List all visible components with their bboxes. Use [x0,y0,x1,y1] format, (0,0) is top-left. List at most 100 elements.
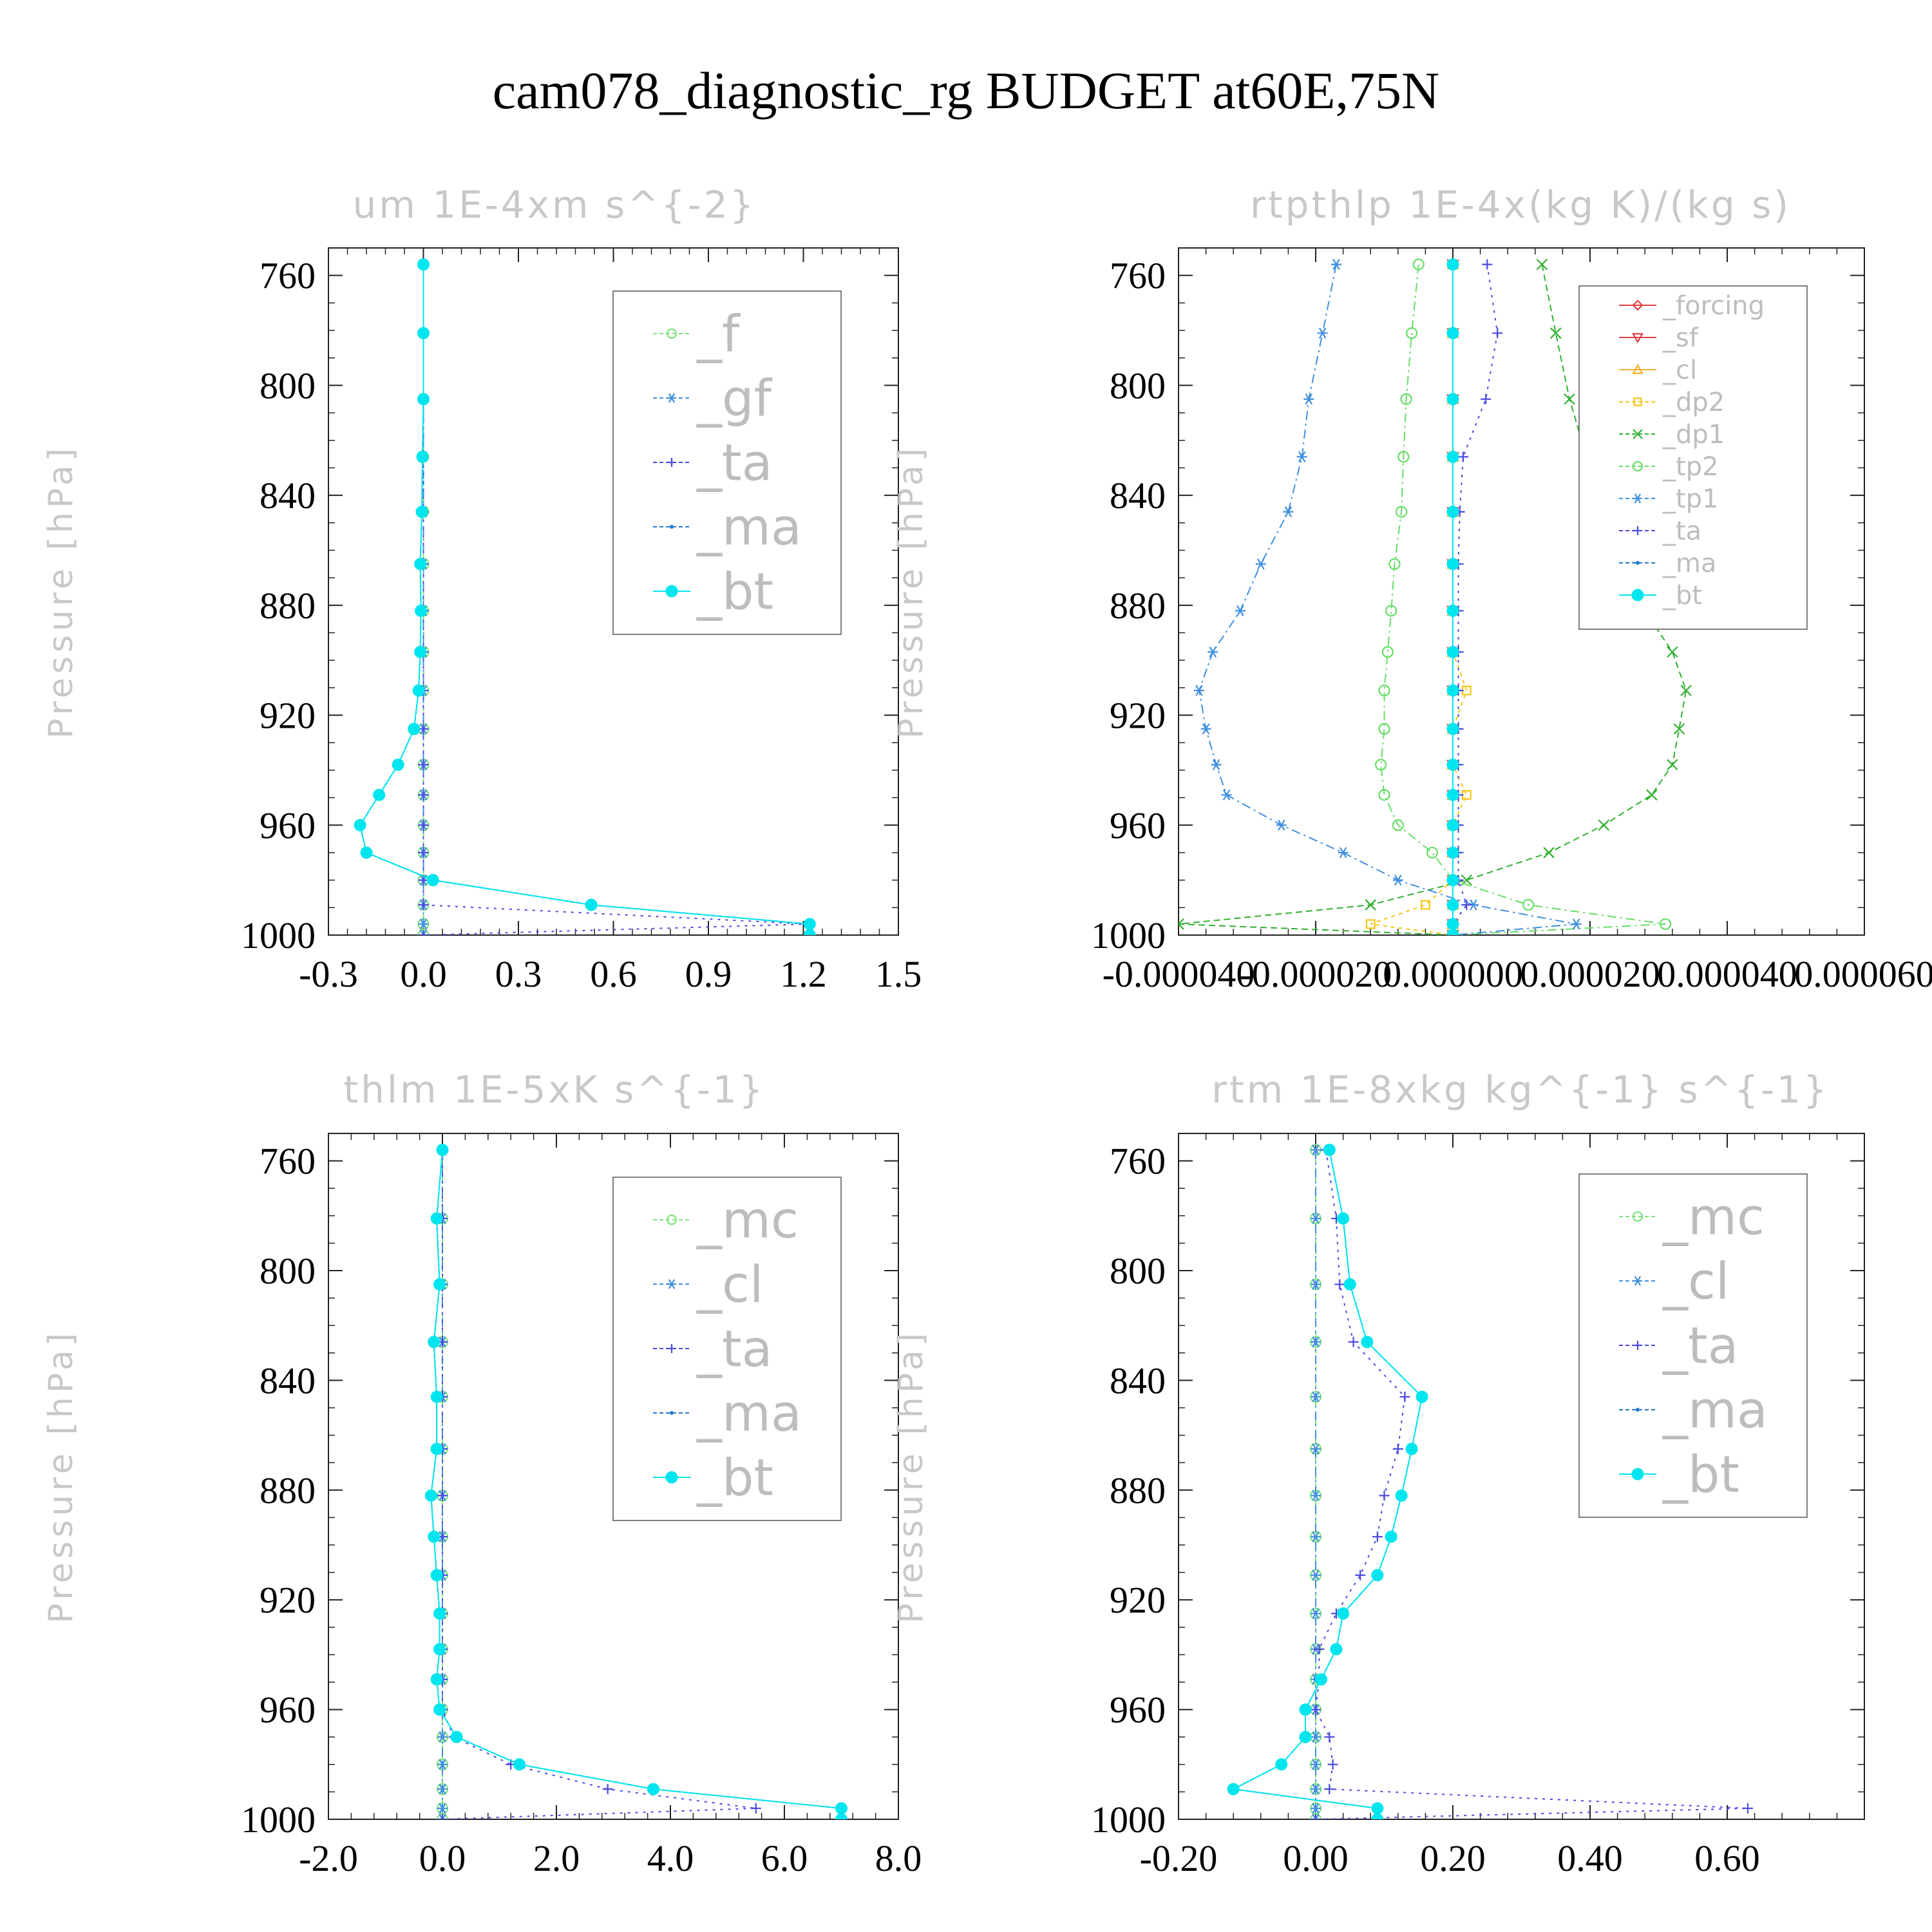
data-point [430,1569,443,1582]
legend-marker [1633,526,1642,535]
data-point [415,604,428,617]
legend-marker [667,393,676,403]
data-point [750,1803,761,1814]
legend-label: _ma [1662,1381,1768,1439]
data-point [418,790,429,800]
series-line [1452,264,1499,935]
x-tick-label: 0.9 [685,953,732,995]
data-point [418,900,429,911]
legend-item: _cl [1619,355,1697,385]
data-point [1392,819,1404,831]
legend-item: _bt [653,563,773,621]
legend-item: _ma [1619,549,1716,578]
data-point [430,1390,443,1403]
legend-label: _cl [1662,1253,1730,1311]
data-point [430,1212,443,1225]
x-tick-label: -0.3 [299,953,358,995]
x-tick-label: 0.0 [419,1837,466,1879]
legend-marker [1636,561,1640,565]
data-point [412,684,425,697]
data-point [1337,1212,1350,1225]
legend-label: _mc [696,1191,799,1249]
legend-label: _ma [696,498,802,556]
plot-frame [1178,247,1865,936]
data-point [513,1758,526,1771]
y-axis-title: Pressure [hPa] [42,1329,80,1624]
x-tick-label: 6.0 [761,1837,808,1879]
legend-label: _dp2 [1662,388,1725,417]
panel-title-rtm: rtm 1E-8xkg kg^{-1} s^{-1} [1211,1068,1830,1112]
y-tick-label: 880 [260,1470,316,1511]
legend-label: _mc [1662,1188,1765,1246]
data-point [647,1783,659,1795]
series-line [1231,1150,1423,1819]
data-point [437,1803,448,1814]
data-point [1348,1336,1359,1347]
data-point [1400,393,1412,405]
data-point [1667,759,1678,771]
data-point [414,558,427,571]
legend-marker [1632,460,1643,472]
data-point [1673,723,1685,735]
data-point [1331,259,1341,270]
data-point [1311,1607,1321,1620]
legend-label: _bt [1662,1446,1739,1504]
data-point [1446,758,1459,771]
data-point [1378,723,1390,735]
y-tick-label: 960 [260,804,316,846]
data-point [1365,899,1376,911]
legend-marker [1631,1468,1644,1481]
data-point [1327,1759,1338,1770]
data-point [1482,259,1493,270]
plot-area [1227,1144,1753,1819]
legend-marker [665,1471,678,1484]
panel-rtpthlp: rtpthlp 1E-4x(kg K)/(kg s) Pressure [hPa… [892,183,1932,995]
x-tick-label: 0.000000 [1383,953,1523,995]
series-line [359,264,811,935]
data-point [392,758,404,771]
data-point [418,847,429,858]
data-point [1311,1803,1321,1814]
y-tick-label: 960 [1110,1689,1166,1731]
legend-label: _ta [696,1320,772,1378]
data-point [1334,1279,1345,1290]
legend-item: _forcing [1619,291,1765,321]
data-point [1598,819,1610,831]
data-point [1446,450,1459,463]
data-point [1311,1783,1321,1795]
data-point [1371,1569,1384,1582]
legend-box [1578,285,1808,630]
x-tick-label: 0.20 [1420,1837,1486,1879]
data-point [433,1278,446,1291]
data-point [428,1530,440,1543]
legend-item: _cl [1619,1253,1730,1311]
series-ta [1448,259,1503,935]
legend-item: _bt [653,1449,773,1507]
data-point [433,1607,446,1620]
data-point [1446,645,1459,658]
series-bt [354,258,816,935]
data-point [1311,1731,1321,1743]
data-point [1446,874,1459,887]
data-point [1324,1784,1335,1795]
data-point [1446,604,1459,617]
data-point [1311,1814,1321,1819]
legend-label: _bt [696,1449,773,1507]
series-line [1370,264,1468,935]
plot-frame [1178,1133,1865,1820]
data-point [433,1643,446,1656]
data-point [803,929,816,935]
x-tick-label: 0.3 [495,953,542,995]
legend-marker [665,585,678,598]
data-point [418,918,429,930]
data-point [1385,1530,1397,1543]
y-tick-label: 960 [260,1689,316,1731]
data-point [1337,1607,1350,1620]
data-point [1549,327,1562,339]
data-point [1235,605,1245,616]
legend-marker [1632,363,1643,374]
legend-marker [1632,1211,1643,1222]
y-tick-label: 760 [260,1141,316,1182]
legend-item: _tp2 [1619,452,1719,482]
data-point [835,1802,848,1815]
